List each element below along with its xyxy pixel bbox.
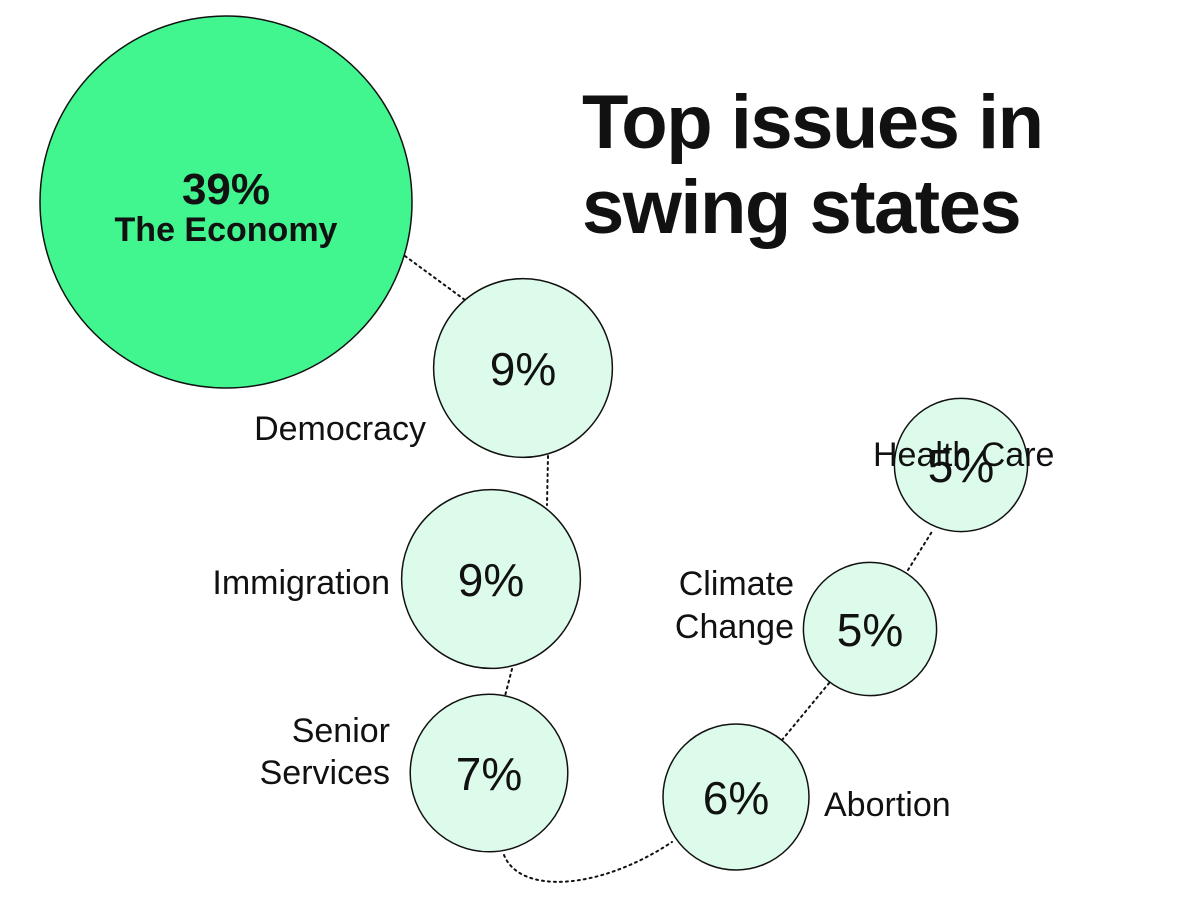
issue-label-abortion: Abortion: [824, 786, 951, 824]
connector-the-economy-to-democracy: [404, 255, 466, 301]
connector-climate-change-to-health-care: [907, 529, 934, 571]
issue-label-senior-services-line-1: Senior: [292, 712, 390, 750]
value-label-the-economy: 39%: [182, 165, 270, 214]
issue-label-climate-change-line-1: Climate: [679, 565, 794, 603]
connector-abortion-to-climate-change: [781, 681, 831, 741]
bubble-senior-services: [409, 693, 569, 853]
label-layer: 39%The Economy 9% Democracy 9% Immigration 7%…: [115, 165, 1055, 824]
chart-title-line-1: Top issues in: [582, 80, 1043, 165]
issue-label-democracy: Democracy: [254, 410, 426, 448]
value-label-climate-change: 5%: [837, 604, 903, 656]
bubble-health-care: [893, 397, 1029, 533]
issue-label-the-economy: The Economy: [115, 211, 338, 249]
bubble-immigration: [400, 488, 582, 670]
bubble-abortion: [662, 723, 810, 871]
issue-label-health-care: Health Care: [873, 436, 1054, 474]
value-label-immigration: 9%: [458, 554, 524, 606]
connector-democracy-to-immigration: [546, 455, 549, 506]
value-label-abortion: 6%: [703, 772, 769, 824]
issue-label-climate-change-line-2: Change: [675, 608, 794, 646]
connector-immigration-to-senior-services: [504, 668, 513, 697]
bubble-the-economy: [39, 15, 413, 389]
connector-senior-services-to-abortion: [503, 841, 673, 883]
bubble-democracy: [432, 277, 614, 459]
value-label-health-care: 5%: [928, 440, 994, 492]
connector-layer: [404, 255, 934, 883]
value-label-democracy: 9%: [490, 343, 556, 395]
chart-title-line-2: swing states: [582, 165, 1020, 250]
chart-title: Top issues in swing states: [582, 80, 1044, 250]
issue-label-senior-services-line-2: Services: [260, 754, 390, 792]
issue-label-immigration: Immigration: [212, 564, 390, 602]
value-label-senior-services: 7%: [456, 748, 522, 800]
bubble-layer: [39, 15, 1029, 871]
bubble-climate-change: [802, 561, 938, 697]
